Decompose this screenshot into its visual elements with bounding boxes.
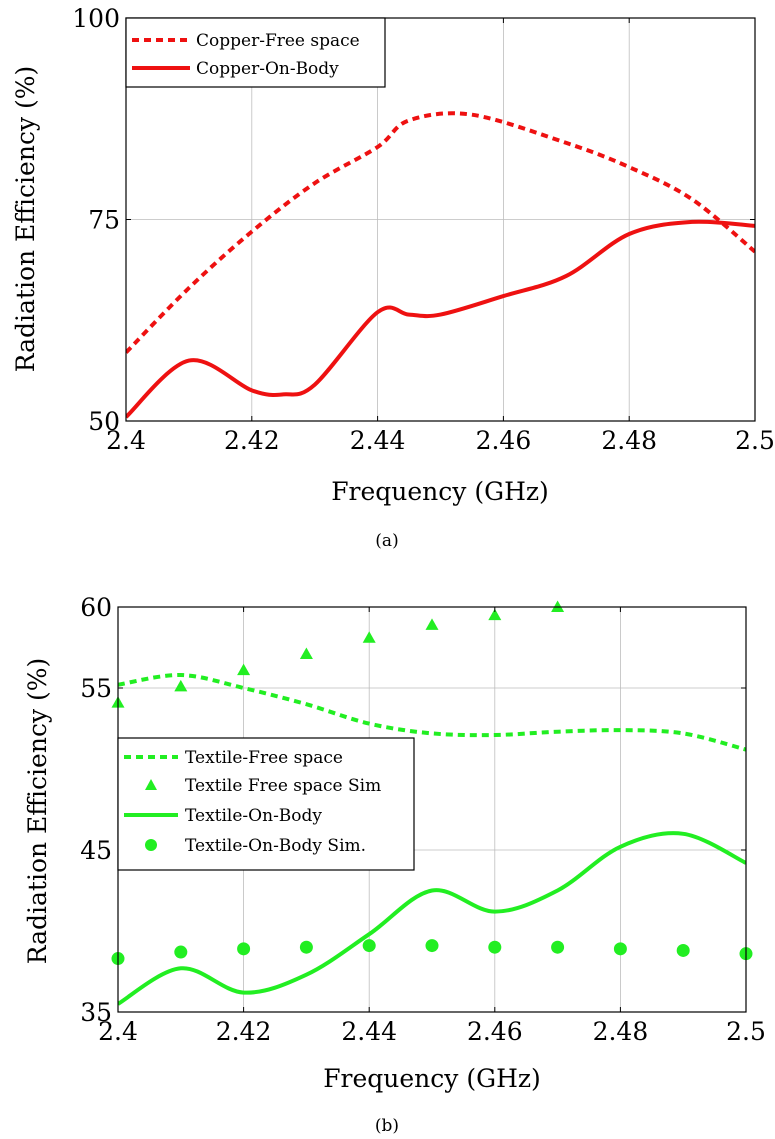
y-tick-label: 100 [72,4,120,33]
chart-b-xlabel: Frequency (GHz) [323,1064,541,1093]
chart-b-legend-sample-triangle [145,779,157,790]
circle-marker [174,945,188,959]
circle-marker [676,943,690,957]
chart-b-caption: (b) [375,1116,399,1136]
triangle-marker [174,679,188,692]
x-tick-label: 2.46 [467,1017,523,1046]
chart-b-legend-sample-circle [145,839,157,851]
x-tick-label: 2.44 [341,1017,397,1046]
chart-a-legend-label: Copper-On-Body [196,59,339,79]
chart-a-caption: (a) [375,531,398,551]
triangle-marker [425,618,439,630]
chart-b: 2.4 2.42 2.44 2.46 2.48 2.5 35 45 55 60 Frequency… [23,593,766,1136]
x-tick-label: 2.42 [224,426,280,455]
chart-b-legend-label: Textile-On-Body Sim. [185,836,366,856]
y-tick-label: 55 [80,674,112,703]
x-tick-label: 2.5 [726,1017,766,1046]
chart-a-legend-box [125,17,386,88]
chart-b-ylabel: Radiation Efficiency (%) [23,658,52,965]
x-tick-label: 2.44 [350,426,406,455]
chart-b-legend-box [117,737,415,871]
y-tick-label: 45 [80,836,112,865]
chart-a-ylabel: Radiation Efficiency (%) [11,66,40,373]
circle-marker [551,940,565,954]
y-tick-label: 75 [88,206,120,235]
x-tick-label: 2.48 [601,426,657,455]
chart-a-legend: Copper-Free space Copper-On-Body [125,17,386,88]
chart-b-ticks: 2.4 2.42 2.44 2.46 2.48 2.5 35 45 55 60 [80,593,766,1046]
series-line-solid [118,831,746,1006]
series-line-solid [126,219,755,419]
circle-marker [362,939,376,953]
x-tick-label: 2.48 [593,1017,649,1046]
chart-b-series-layer [118,672,746,1006]
y-tick-label: 60 [80,593,112,622]
chart-b-legend-label: Textile-Free space [185,748,343,768]
circle-marker [425,939,439,953]
x-tick-label: 2.5 [735,426,775,455]
y-tick-label: 50 [88,407,120,436]
chart-b-legend-label: Textile Free space Sim [185,776,381,796]
triangle-marker [488,608,502,621]
chart-a-xlabel: Frequency (GHz) [331,477,549,506]
series-line-dotted [118,672,746,752]
triangle-marker [551,600,565,612]
triangle-marker [299,647,313,659]
chart-b-marker-layer [111,600,753,966]
chart-a: 2.4 2.42 2.44 2.46 2.48 2.5 50 75 100 Frequency … [11,4,775,551]
x-tick-label: 2.4 [98,1017,138,1046]
y-tick-label: 35 [80,998,112,1027]
circle-marker [237,942,251,956]
chart-b-legend-label: Textile-On-Body [185,806,322,826]
circle-marker [299,940,313,954]
chart-a-series-layer [126,111,755,419]
x-tick-label: 2.46 [476,426,532,455]
circle-marker [488,940,502,954]
triangle-marker [362,631,376,643]
x-tick-label: 2.42 [216,1017,272,1046]
triangle-marker [237,663,251,676]
x-tick-label: 2.4 [106,426,146,455]
chart-a-ticks: 2.4 2.42 2.44 2.46 2.48 2.5 50 75 100 [72,4,775,455]
circle-marker [613,942,627,956]
chart-a-legend-label: Copper-Free space [196,31,360,51]
chart-b-legend: Textile-Free space Textile Free space Si… [117,737,415,871]
